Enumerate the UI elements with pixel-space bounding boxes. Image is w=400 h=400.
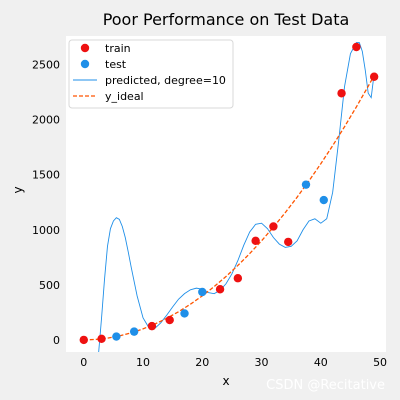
train-point <box>269 222 278 231</box>
y-tick-label: 2500 <box>32 59 60 72</box>
test-point <box>180 309 189 318</box>
series-points <box>79 42 379 345</box>
y-tick-label: 1500 <box>32 169 60 182</box>
test-point <box>129 327 139 336</box>
y-tick-label: 2000 <box>32 114 60 127</box>
train-point <box>352 42 361 52</box>
test-point <box>301 180 311 189</box>
x-tick-label: 40 <box>314 356 328 369</box>
chart-title: Poor Performance on Test Data <box>103 10 350 29</box>
legend-label: predicted, degree=10 <box>105 74 226 87</box>
y-axis-label: y <box>11 186 25 193</box>
test-point <box>319 195 328 205</box>
x-tick-label: 50 <box>373 356 387 369</box>
test-point <box>198 287 207 297</box>
legend-box <box>68 39 234 109</box>
x-tick-label: 10 <box>136 356 150 369</box>
x-axis-ticks: 0 10 20 30 40 50 <box>80 356 387 369</box>
train-point <box>251 236 260 245</box>
y-tick-label: 500 <box>39 279 60 292</box>
legend: train test predicted, degree=10 y_ideal <box>68 39 234 109</box>
x-tick-label: 0 <box>80 356 87 369</box>
train-point <box>215 285 225 294</box>
legend-label: test <box>105 58 127 71</box>
train-point <box>97 334 106 343</box>
y-tick-label: 1000 <box>32 224 60 237</box>
predicted-curve-line <box>98 42 375 352</box>
legend-label: train <box>105 42 131 55</box>
train-point <box>147 321 157 331</box>
legend-marker <box>80 59 90 69</box>
legend-marker <box>80 43 90 53</box>
train-point <box>233 274 243 283</box>
x-tick-label: 30 <box>255 356 269 369</box>
train-point <box>79 335 88 345</box>
train-point <box>165 315 174 325</box>
train-point <box>284 237 293 247</box>
train-point <box>369 72 379 81</box>
watermark: CSDN @Recitative <box>266 378 385 393</box>
test-point <box>112 332 121 341</box>
x-tick-label: 20 <box>195 356 209 369</box>
train-point <box>337 89 346 98</box>
y-tick-label: 0 <box>53 334 60 347</box>
legend-label: y_ideal <box>105 90 144 103</box>
x-axis-label: x <box>222 374 229 388</box>
y-axis-ticks: 0 500 1000 1500 2000 2500 <box>32 59 60 347</box>
